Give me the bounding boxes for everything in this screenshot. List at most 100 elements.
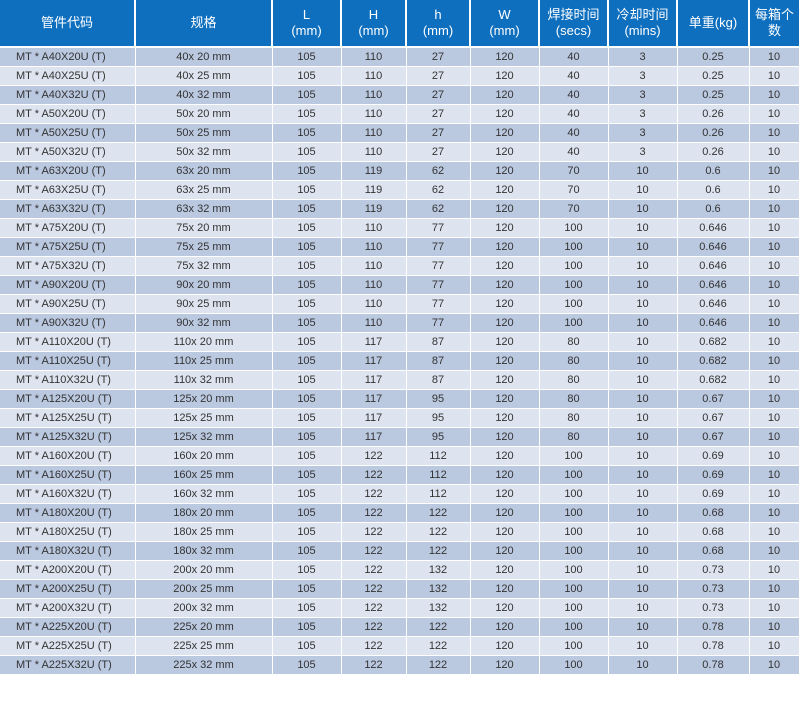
cell-h-upper: 110 [341, 256, 407, 276]
cell-h-lower: 27 [406, 66, 471, 86]
cell-cool-time: 10 [608, 180, 678, 200]
cell-unit-weight: 0.646 [677, 218, 750, 238]
cell-w: 120 [470, 104, 540, 124]
table-row: MT * A75X20U (T) 75x 20 mm 105 110 77 120 100 1… [0, 218, 799, 238]
cell-unit-weight: 0.6 [677, 180, 750, 200]
cell-spec: 125x 20 mm [135, 389, 273, 409]
cell-spec: 110x 20 mm [135, 332, 273, 352]
cell-weld-time: 100 [539, 237, 609, 257]
cell-code: MT * A40X32U (T) [0, 85, 136, 105]
cell-h-lower: 122 [406, 655, 471, 675]
cell-l: 105 [272, 636, 342, 656]
cell-l: 105 [272, 598, 342, 618]
cell-l: 105 [272, 123, 342, 143]
cell-weld-time: 100 [539, 294, 609, 314]
header-unit: (mm) [422, 23, 454, 38]
cell-cool-time: 3 [608, 47, 678, 67]
cell-h-upper: 110 [341, 66, 407, 86]
cell-weld-time: 70 [539, 180, 609, 200]
cell-spec: 225x 25 mm [135, 636, 273, 656]
cell-weld-time: 100 [539, 522, 609, 542]
cell-l: 105 [272, 47, 342, 67]
cell-qty: 10 [749, 313, 799, 333]
cell-weld-time: 40 [539, 66, 609, 86]
cell-h-lower: 87 [406, 351, 471, 371]
header-label: 冷却时间 [616, 7, 669, 22]
cell-qty: 10 [749, 351, 799, 371]
table-row: MT * A110X32U (T) 110x 32 mm 105 117 87 120 80… [0, 370, 799, 390]
cell-h-lower: 112 [406, 446, 471, 466]
cell-unit-weight: 0.646 [677, 313, 750, 333]
cell-qty: 10 [749, 256, 799, 276]
cell-spec: 200x 32 mm [135, 598, 273, 618]
cell-weld-time: 100 [539, 275, 609, 295]
cell-spec: 75x 25 mm [135, 237, 273, 257]
cell-w: 120 [470, 47, 540, 67]
cell-unit-weight: 0.69 [677, 446, 750, 466]
cell-spec: 225x 20 mm [135, 617, 273, 637]
cell-qty: 10 [749, 294, 799, 314]
cell-h-lower: 87 [406, 370, 471, 390]
cell-h-upper: 110 [341, 142, 407, 162]
cell-qty: 10 [749, 446, 799, 466]
cell-h-lower: 112 [406, 484, 471, 504]
cell-l: 105 [272, 579, 342, 599]
cell-h-lower: 27 [406, 47, 471, 67]
cell-cool-time: 10 [608, 541, 678, 561]
cell-h-upper: 110 [341, 123, 407, 143]
cell-h-lower: 132 [406, 560, 471, 580]
cell-qty: 10 [749, 541, 799, 561]
cell-h-upper: 110 [341, 47, 407, 67]
cell-unit-weight: 0.682 [677, 370, 750, 390]
cell-cool-time: 10 [608, 484, 678, 504]
cell-code: MT * A110X20U (T) [0, 332, 136, 352]
cell-w: 120 [470, 389, 540, 409]
cell-unit-weight: 0.646 [677, 237, 750, 257]
cell-unit-weight: 0.78 [677, 655, 750, 675]
cell-h-lower: 27 [406, 123, 471, 143]
cell-w: 120 [470, 408, 540, 428]
cell-w: 120 [470, 446, 540, 466]
table-row: MT * A63X20U (T) 63x 20 mm 105 119 62 120 70 10… [0, 161, 799, 181]
cell-qty: 10 [749, 408, 799, 428]
cell-cool-time: 10 [608, 161, 678, 181]
cell-qty: 10 [749, 465, 799, 485]
cell-qty: 10 [749, 104, 799, 124]
cell-unit-weight: 0.78 [677, 617, 750, 637]
cell-w: 120 [470, 484, 540, 504]
cell-cool-time: 10 [608, 446, 678, 466]
table-body: MT * A40X20U (T) 40x 20 mm 105 110 27 120 40 3 0… [0, 47, 799, 675]
cell-w: 120 [470, 427, 540, 447]
cell-qty: 10 [749, 161, 799, 181]
cell-qty: 10 [749, 332, 799, 352]
cell-unit-weight: 0.26 [677, 104, 750, 124]
header-unit: (mm) [489, 23, 520, 38]
cell-h-lower: 77 [406, 294, 471, 314]
header-fitting-code: 管件代码 [0, 0, 136, 48]
cell-qty: 10 [749, 370, 799, 390]
cell-l: 105 [272, 427, 342, 447]
cell-unit-weight: 0.682 [677, 332, 750, 352]
cell-weld-time: 80 [539, 427, 609, 447]
cell-code: MT * A180X20U (T) [0, 503, 136, 523]
cell-spec: 40x 32 mm [135, 85, 273, 105]
table-row: MT * A225X20U (T) 225x 20 mm 105 122 122 120 1… [0, 617, 799, 637]
cell-w: 120 [470, 85, 540, 105]
cell-qty: 10 [749, 275, 799, 295]
table-row: MT * A50X32U (T) 50x 32 mm 105 110 27 120 40 3 0… [0, 142, 799, 162]
header-label: W [498, 7, 511, 22]
cell-qty: 10 [749, 427, 799, 447]
table-row: MT * A200X32U (T) 200x 32 mm 105 122 132 120 1… [0, 598, 799, 618]
cell-w: 120 [470, 199, 540, 219]
table-row: MT * A110X20U (T) 110x 20 mm 105 117 87 120 80… [0, 332, 799, 352]
cell-code: MT * A125X20U (T) [0, 389, 136, 409]
cell-l: 105 [272, 560, 342, 580]
cell-h-upper: 110 [341, 275, 407, 295]
cell-cool-time: 10 [608, 503, 678, 523]
cell-code: MT * A40X25U (T) [0, 66, 136, 86]
header-unit: (secs) [555, 23, 592, 38]
cell-qty: 10 [749, 655, 799, 675]
cell-w: 120 [470, 655, 540, 675]
cell-spec: 50x 20 mm [135, 104, 273, 124]
cell-l: 105 [272, 142, 342, 162]
